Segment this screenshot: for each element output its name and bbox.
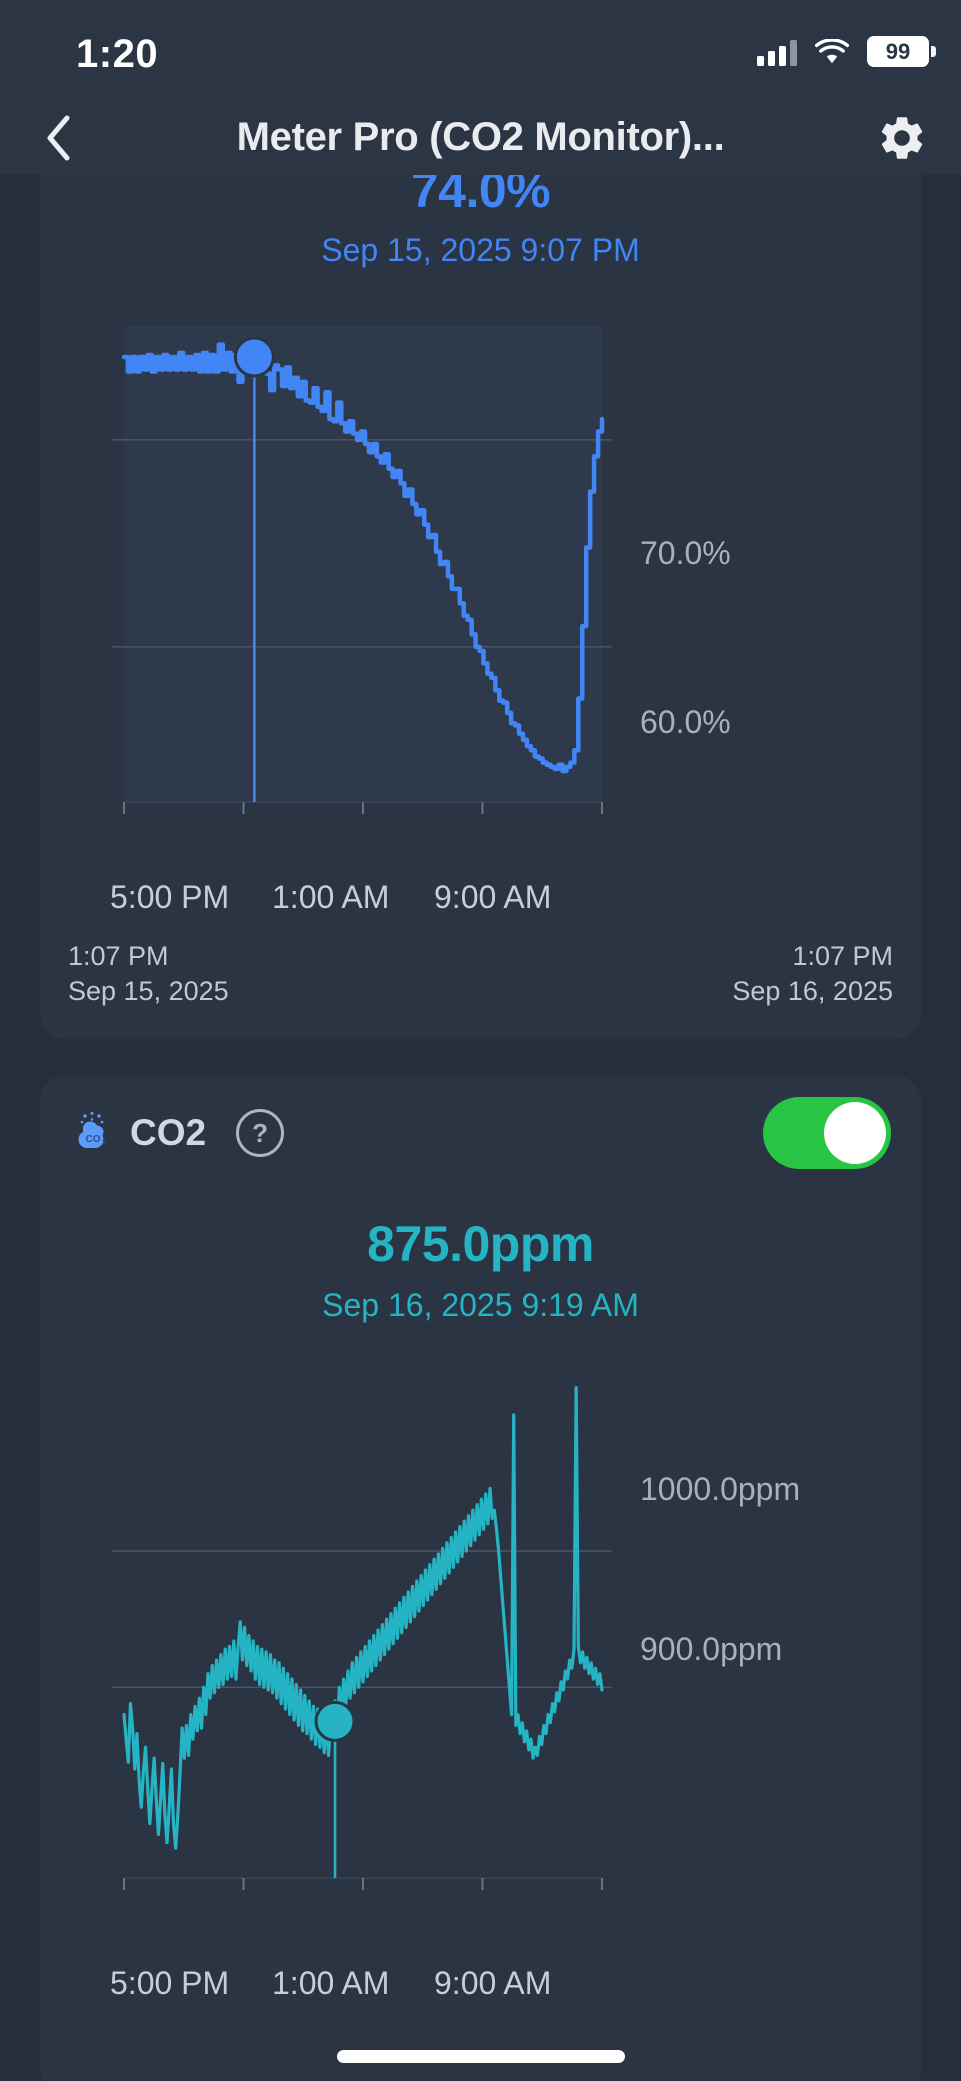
humidity-range-end-date: Sep 16, 2025 [732,975,893,1006]
co2-cloud-icon: CO 2 [70,1110,116,1156]
battery-icon: 99 [867,36,936,67]
settings-button[interactable] [873,100,931,175]
co2-ytick-1: 900.0ppm [640,1631,783,1667]
status-bar: 1:20 99 [0,0,961,100]
back-button[interactable] [28,100,88,175]
humidity-ytick-1: 60.0% [640,704,731,740]
humidity-xtick-0: 5:00 PM [110,879,230,915]
co2-card: CO 2 CO2 ? 875.0ppm Sep 16, 2025 9:19 AM… [40,1075,921,2081]
humidity-ytick-0: 70.0% [640,535,731,571]
svg-text:CO: CO [86,1134,101,1145]
co2-timestamp: Sep 16, 2025 9:19 AM [322,1287,639,1323]
co2-xtick-0: 5:00 PM [110,1965,230,2001]
humidity-range-start-date: Sep 15, 2025 [68,975,229,1006]
status-bar-indicators: 99 [757,36,936,67]
scroll-content[interactable]: 74.0% Sep 15, 2025 9:07 PM 70.0% 60.0% 5… [0,175,961,2081]
humidity-xtick-2: 9:00 AM [434,879,552,915]
co2-ytick-0: 1000.0ppm [640,1471,801,1507]
co2-label: CO2 [130,1112,207,1153]
home-indicator [336,2050,625,2063]
humidity-range-start-time: 1:07 PM [68,941,169,971]
chevron-left-icon [47,115,70,160]
wifi-icon [814,37,850,65]
cellular-bars-icon [757,38,797,66]
co2-chart[interactable] [82,1360,612,1950]
battery-level: 99 [885,38,911,64]
svg-text:2: 2 [102,1140,106,1147]
help-icon[interactable]: ? [236,1109,285,1157]
co2-xtick-2: 9:00 AM [434,1965,552,2001]
co2-toggle[interactable] [763,1097,891,1169]
humidity-xtick-1: 1:00 AM [272,879,390,915]
humidity-range-start: 1:07 PM Sep 15, 2025 [68,939,229,1008]
gear-icon [881,116,923,159]
nav-bar: Meter Pro (CO2 Monitor)... [0,100,961,175]
humidity-card: 74.0% Sep 15, 2025 9:07 PM 70.0% 60.0% 5… [40,175,921,1039]
humidity-range-end: 1:07 PM Sep 16, 2025 [732,939,893,1008]
humidity-range-end-time: 1:07 PM [792,941,893,971]
humidity-timestamp: Sep 15, 2025 9:07 PM [321,232,640,268]
humidity-value: 74.0% [410,175,551,218]
page-title: Meter Pro (CO2 Monitor)... [236,115,725,159]
co2-toggle-knob [824,1102,886,1164]
humidity-chart-svg [112,326,612,814]
status-bar-time: 1:20 [76,32,159,76]
humidity-chart[interactable] [82,304,612,864]
co2-xtick-1: 1:00 AM [272,1965,390,2001]
co2-chart-svg [112,1374,612,1890]
co2-value: 875.0ppm [367,1216,594,1272]
co2-card-header: CO 2 CO2 ? [40,1075,921,1191]
